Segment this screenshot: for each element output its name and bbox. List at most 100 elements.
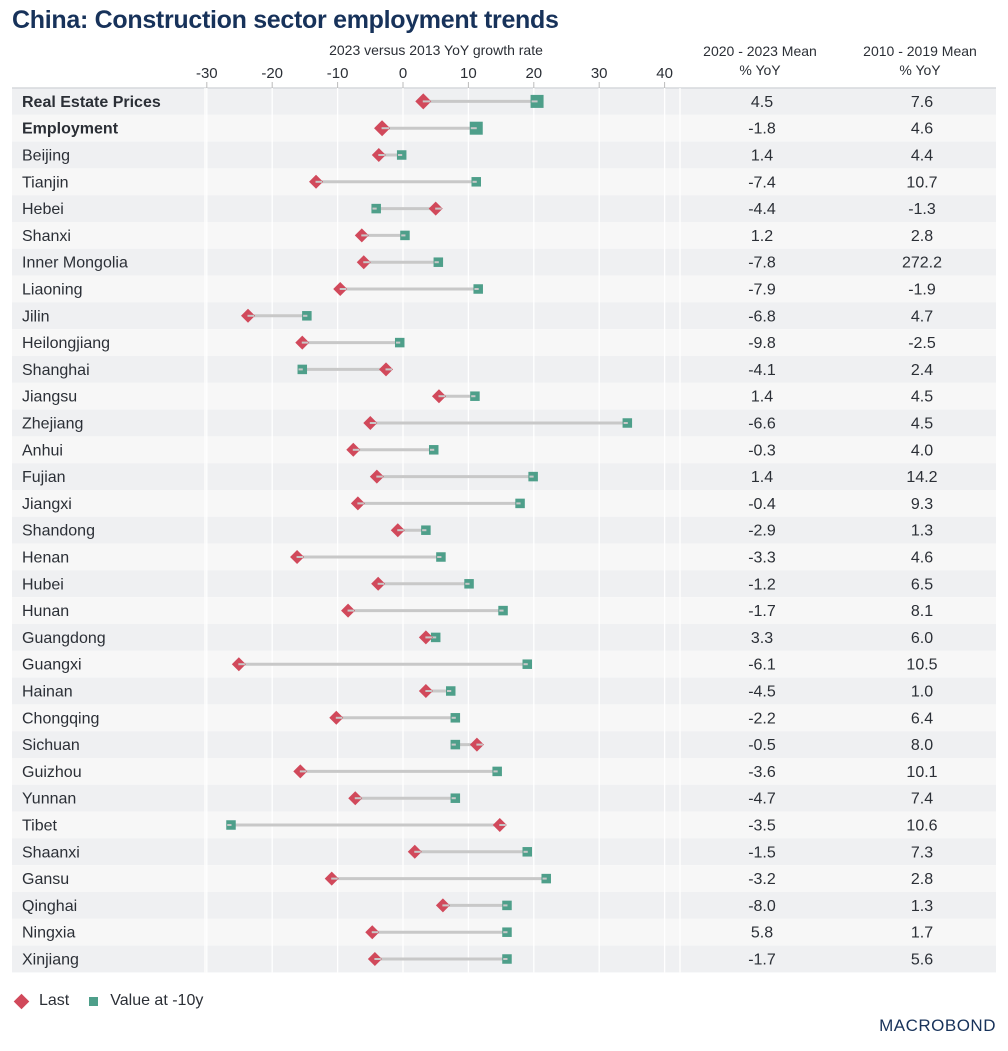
row-background: [12, 784, 996, 812]
row-background: [12, 275, 996, 303]
column-header-line: % YoY: [899, 62, 941, 78]
row-label: Beijing: [22, 148, 70, 165]
mean-2020-2023-value: -0.5: [748, 737, 776, 754]
x-tick-label: 0: [399, 65, 407, 82]
mean-2010-2019-value: 14.2: [906, 469, 937, 486]
mean-2010-2019-value: 4.5: [911, 389, 933, 406]
row-label: Guizhou: [22, 764, 82, 781]
row-label: Liaoning: [22, 282, 83, 299]
x-tick-label: 40: [656, 65, 673, 82]
mean-2020-2023-value: 1.4: [751, 148, 773, 165]
row-background: [12, 436, 996, 464]
x-tick-label: 30: [591, 65, 608, 82]
legend-last-diamond-icon: [13, 993, 30, 1009]
mean-2020-2023-value: 3.3: [751, 630, 773, 647]
row-label: Real Estate Prices: [22, 94, 161, 111]
macrobond-logo: MACROBOND: [879, 1016, 996, 1035]
mean-2020-2023-value: -4.5: [748, 684, 776, 701]
mean-2020-2023-value: -9.8: [748, 335, 776, 352]
row-label: Tianjin: [22, 174, 69, 191]
mean-2010-2019-value: 1.7: [911, 925, 933, 942]
mean-2010-2019-value: 7.3: [911, 844, 933, 861]
mean-2020-2023-value: -4.4: [748, 201, 776, 218]
mean-2010-2019-value: 10.1: [906, 764, 937, 781]
mean-2010-2019-value: 8.0: [911, 737, 933, 754]
legend-prev-square-icon: [89, 996, 99, 1006]
mean-2020-2023-value: -0.4: [748, 496, 776, 513]
mean-2020-2023-value: -1.2: [748, 576, 776, 593]
row-label: Shanxi: [22, 228, 71, 245]
legend-prev-label: Value at -10y: [110, 992, 204, 1009]
row-background: [12, 758, 996, 785]
mean-2010-2019-value: 9.3: [911, 496, 933, 513]
mean-2010-2019-value: 4.4: [911, 148, 933, 165]
mean-2010-2019-value: 2.8: [911, 871, 933, 888]
row-label: Anhui: [22, 442, 63, 459]
legend-last-label: Last: [39, 992, 70, 1009]
row-label: Jilin: [22, 308, 50, 325]
row-label: Guangxi: [22, 657, 82, 674]
mean-2020-2023-value: -7.8: [748, 255, 776, 272]
mean-2010-2019-value: -2.5: [908, 335, 936, 352]
row-label: Qinghai: [22, 898, 77, 915]
row-background: [12, 168, 996, 196]
mean-2010-2019-value: 272.2: [902, 255, 942, 272]
row-label: Hubei: [22, 576, 64, 593]
mean-2010-2019-value: 2.8: [911, 228, 933, 245]
row-label: Zhejiang: [22, 416, 83, 433]
row-background: [12, 114, 996, 142]
mean-2020-2023-value: 5.8: [751, 925, 773, 942]
mean-2010-2019-value: 1.3: [911, 898, 933, 915]
mean-2020-2023-value: -6.8: [748, 308, 776, 325]
mean-2010-2019-value: 4.6: [911, 550, 933, 567]
mean-2010-2019-value: 4.7: [911, 308, 933, 325]
row-label: Shanghai: [22, 362, 90, 379]
row-background: [12, 222, 996, 249]
mean-2010-2019-value: -1.9: [908, 282, 936, 299]
row-label: Yunnan: [22, 791, 76, 808]
mean-2020-2023-value: -8.0: [748, 898, 776, 915]
row-background: [12, 329, 996, 356]
row-label: Tibet: [22, 818, 58, 835]
x-tick-label: 20: [525, 65, 542, 82]
row-label: Guangdong: [22, 630, 106, 647]
chart-title: China: Construction sector employment tr…: [12, 6, 559, 34]
row-label: Hebei: [22, 201, 64, 218]
row-label: Ningxia: [22, 925, 75, 942]
mean-2020-2023-value: 1.2: [751, 228, 773, 245]
row-label: Shandong: [22, 523, 95, 540]
mean-2010-2019-value: 6.5: [911, 576, 933, 593]
row-background: [12, 141, 996, 169]
mean-2010-2019-value: 6.0: [911, 630, 933, 647]
row-label: Xinjiang: [22, 952, 79, 969]
mean-2020-2023-value: -6.1: [748, 657, 776, 674]
x-tick-label: 10: [460, 65, 477, 82]
row-background: [12, 356, 996, 383]
mean-2020-2023-value: -3.6: [748, 764, 776, 781]
mean-2010-2019-value: 5.6: [911, 952, 933, 969]
x-axis-label: 2023 versus 2013 YoY growth rate: [329, 42, 543, 58]
mean-2010-2019-value: 6.4: [911, 710, 933, 727]
mean-2010-2019-value: 10.5: [906, 657, 937, 674]
row-label: Sichuan: [22, 737, 80, 754]
mean-2010-2019-value: 1.3: [911, 523, 933, 540]
row-label: Jiangxi: [22, 496, 72, 513]
mean-2020-2023-value: 1.4: [751, 389, 773, 406]
x-tick-label: -20: [261, 65, 283, 82]
x-tick-label: -30: [196, 65, 218, 82]
row-background: [12, 195, 996, 222]
row-background: [12, 624, 996, 651]
mean-2020-2023-value: -1.8: [748, 121, 776, 138]
row-background: [12, 302, 996, 330]
row-label: Gansu: [22, 871, 69, 888]
column-header-line: % YoY: [739, 62, 781, 78]
mean-2020-2023-value: -3.3: [748, 550, 776, 567]
mean-2020-2023-value: -7.4: [748, 174, 776, 191]
row-background: [12, 382, 996, 410]
row-label: Heilongjiang: [22, 335, 110, 352]
mean-2010-2019-value: 10.7: [906, 174, 937, 191]
row-background: [12, 704, 996, 732]
column-header-line: 2010 - 2019 Mean: [863, 43, 977, 59]
mean-2010-2019-value: 4.0: [911, 442, 933, 459]
